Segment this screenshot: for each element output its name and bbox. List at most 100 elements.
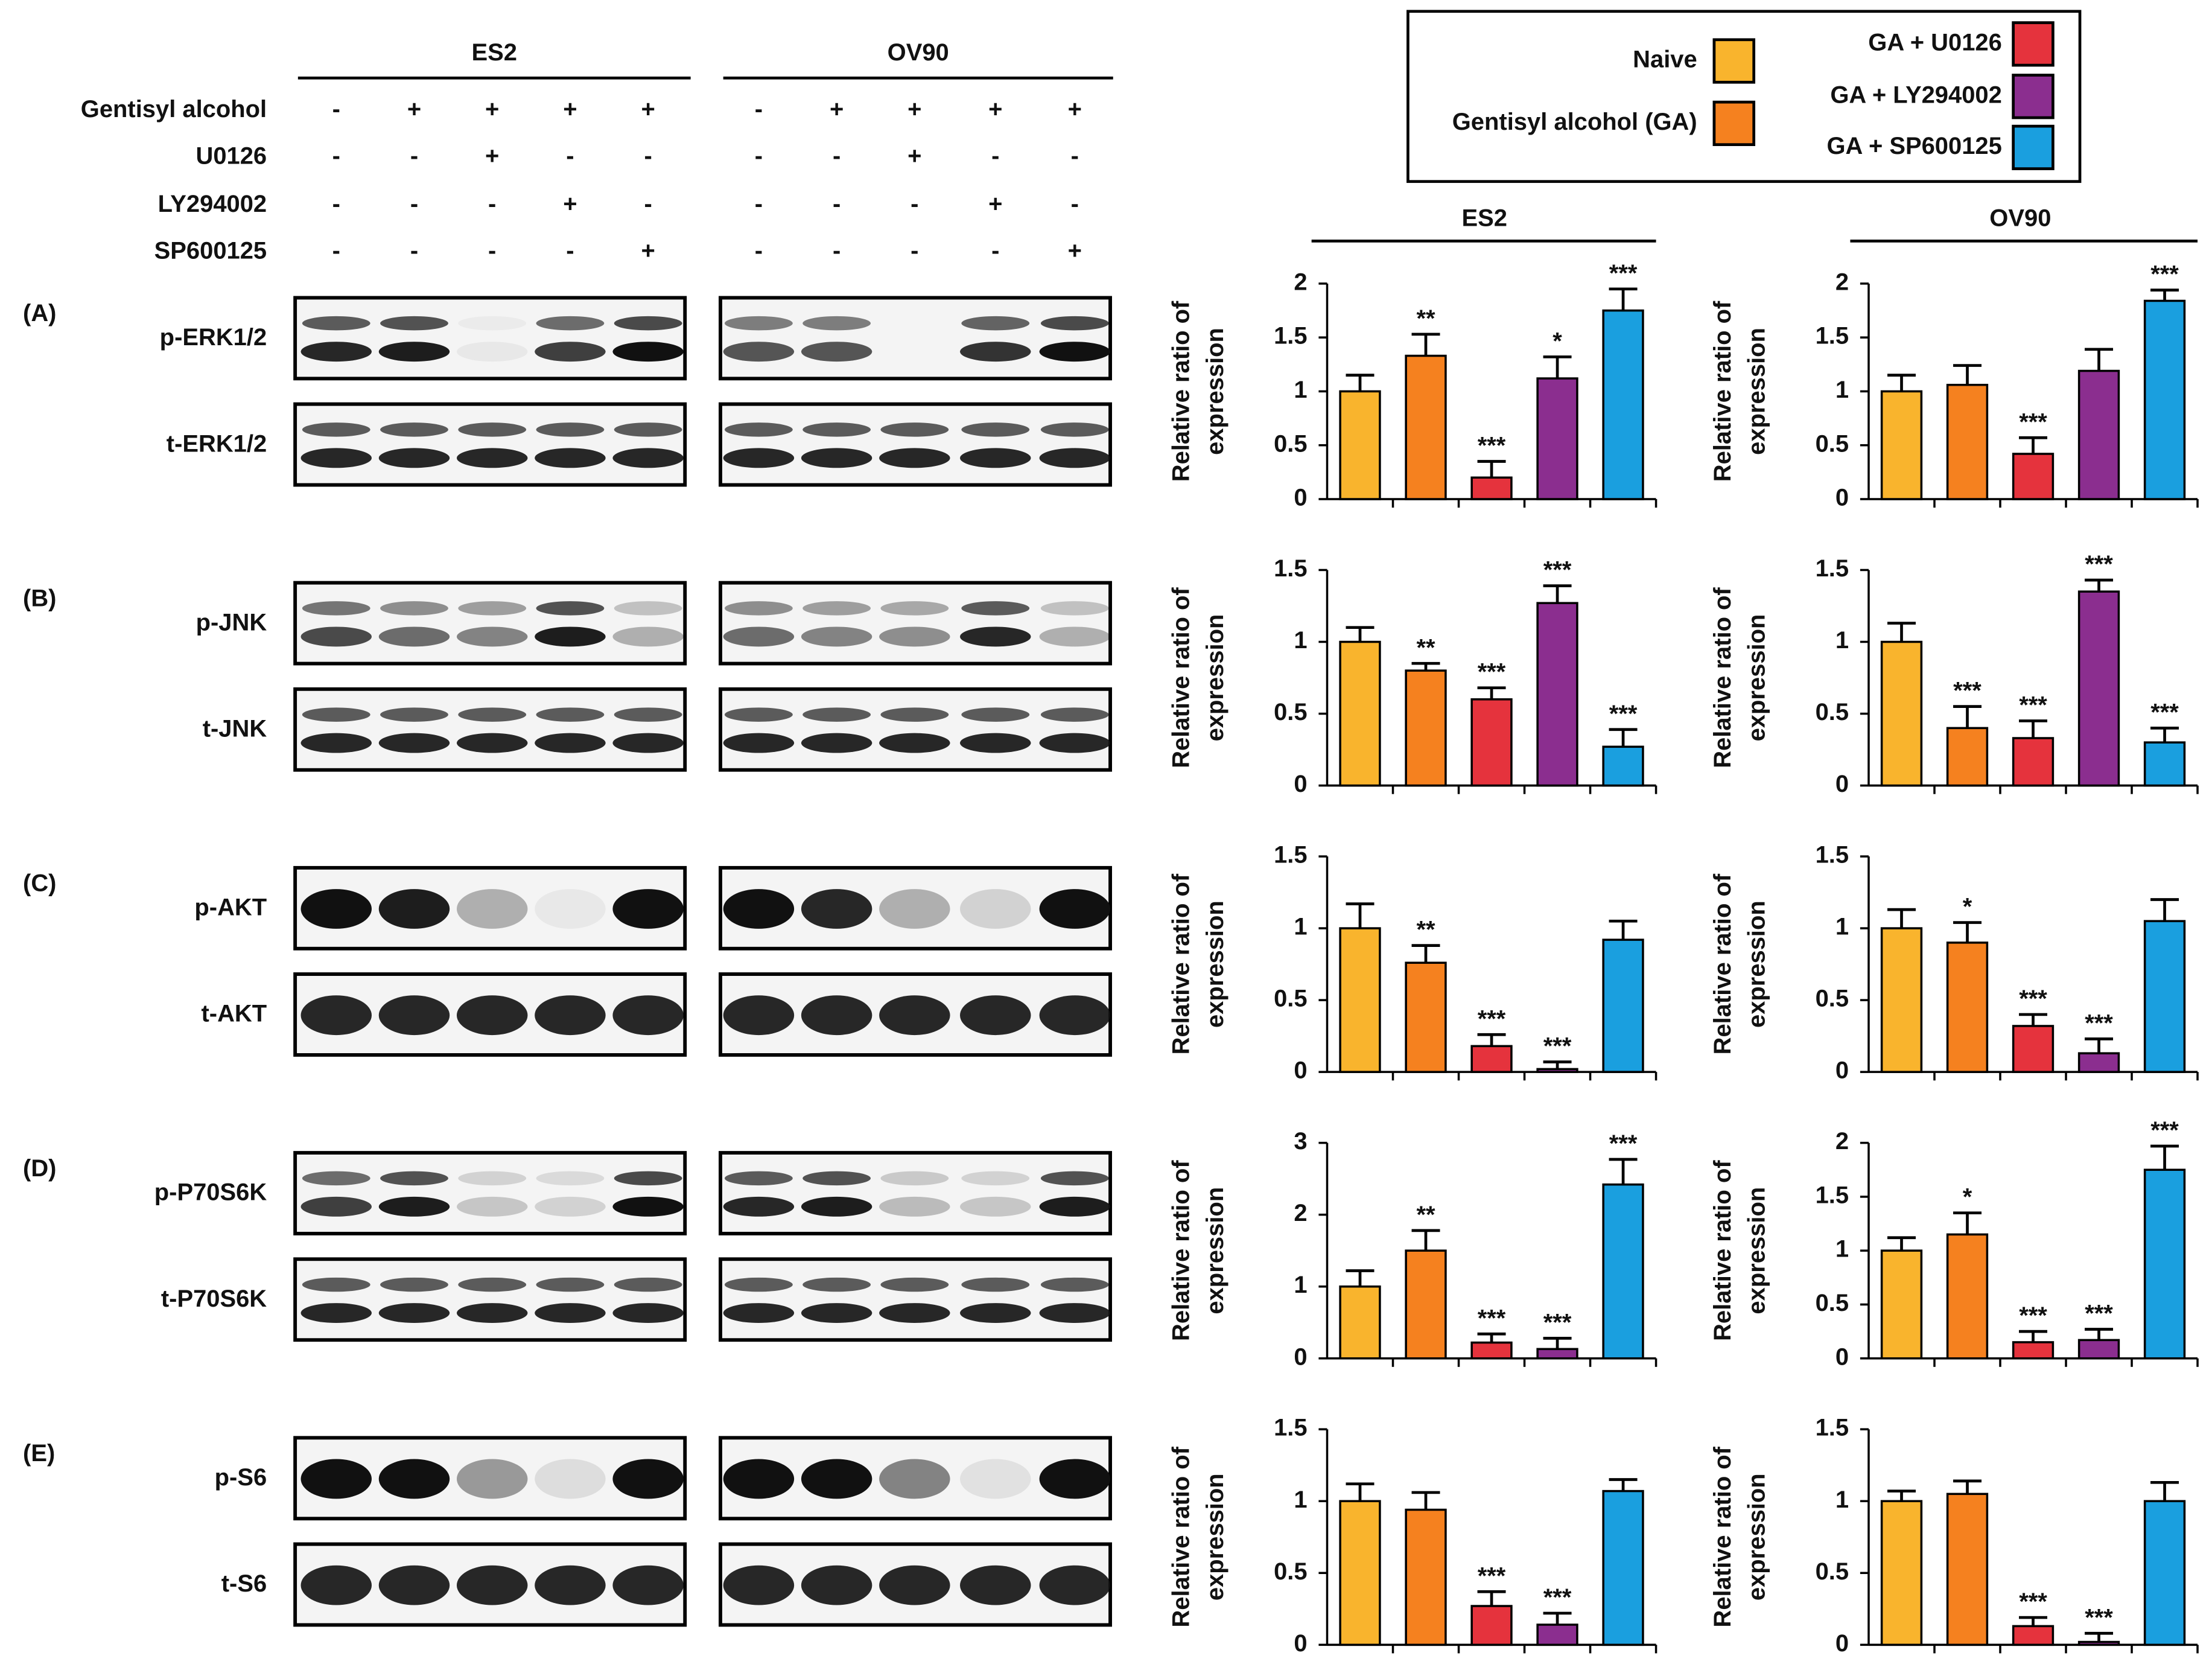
bar [1536,1623,1578,1646]
treatment-sign: - [1071,191,1079,217]
treatment-sign: - [566,142,574,169]
y-axis-label: expression [1743,614,1770,742]
blot-frame [719,296,1112,381]
blot-band [879,1303,950,1323]
bar [1470,1341,1513,1360]
blot-band [725,1171,793,1186]
treatment-sign: + [988,96,1002,123]
blot-label: t-P70S6K [161,1286,267,1312]
blot-band [535,889,606,929]
blot-band [458,316,526,330]
treatment-sign: + [988,191,1002,217]
significance-label: *** [2085,1010,2113,1036]
blot-band [879,626,950,647]
blot-label: t-JNK [203,715,267,742]
bar [2077,590,2120,787]
y-tick-label: 1.5 [1816,1182,1849,1208]
treatment-sign: + [830,96,844,123]
blot-label: t-ERK1/2 [167,430,267,457]
y-axis-label: Relative ratio of [1709,587,1736,768]
bar [1946,942,1989,1073]
blot-label: t-AKT [202,1001,267,1027]
blot-band [960,1565,1031,1605]
blot-band [801,342,872,362]
blot-band [535,1303,606,1323]
treatment-sign: - [755,238,763,264]
blot-band [801,1303,872,1323]
treatment-sign: - [410,142,418,169]
significance-label: *** [1543,1584,1572,1611]
bar [1470,1045,1513,1073]
treatment-label: Gentisyl alcohol [81,96,267,123]
treatment-sign: - [833,191,841,217]
blot-band [1039,995,1111,1036]
y-tick-label: 1 [1294,627,1307,654]
significance-label: *** [2150,1117,2179,1144]
y-tick-label: 1.5 [1816,323,1849,349]
treatment-sign: - [488,238,496,264]
blot-label: p-JNK [196,609,267,636]
blot-band [723,1196,795,1217]
blot-band [456,1196,528,1217]
blot-band [1039,626,1111,647]
bar [1946,383,1989,500]
chart-column-header: ES2 [1462,205,1507,232]
y-tick-label: 1 [1294,1272,1307,1298]
bar [1339,927,1381,1073]
panel-label: (C) [23,870,56,897]
y-axis-label: Relative ratio of [1168,587,1194,768]
blot-band [960,733,1031,753]
bar [2143,920,2186,1073]
blot-band [723,342,795,362]
significance-label: ** [1416,1202,1435,1228]
significance-label: *** [2019,692,2047,718]
blot-band [1040,1171,1109,1186]
blot-band [612,995,684,1036]
significance-label: *** [1609,1130,1638,1157]
blot-band [536,1171,605,1186]
blot-band [612,889,684,929]
blot-band [1039,733,1111,753]
blot-label: p-AKT [194,894,267,921]
significance-label: *** [2085,551,2113,578]
blot-band [458,1171,527,1186]
blot-band [961,601,1030,616]
blot-band [378,1303,450,1323]
y-axis-label: Relative ratio of [1709,1160,1736,1341]
y-tick-label: 0 [1835,1630,1849,1657]
bar [1405,1508,1447,1646]
blot-band [1040,601,1109,616]
blot-band [612,626,684,647]
treatment-sign: - [566,238,574,264]
blot-label: p-ERK1/2 [160,324,267,351]
treatment-sign: + [485,96,499,123]
bar [2077,1052,2120,1073]
blot-band [380,316,448,331]
blot-band [378,626,450,647]
bar [2012,1625,2055,1646]
treatment-sign: - [991,142,999,169]
bar [1470,476,1513,500]
significance-label: ** [1416,634,1435,661]
bar [2012,1341,2055,1360]
bar [1880,390,1923,500]
blot-frame [293,1257,687,1342]
y-axis-label: Relative ratio of [1168,873,1194,1054]
y-tick-label: 0 [1835,1057,1849,1084]
bar [1880,927,1923,1073]
y-axis-label: expression [1743,328,1770,455]
blot-band [801,448,872,468]
significance-label: *** [1478,433,1506,459]
treatment-sign: - [1071,142,1079,169]
significance-label: * [1963,894,1972,920]
bar [2143,299,2186,500]
bar [1470,1605,1513,1646]
significance-label: *** [1478,1005,1506,1032]
y-tick-label: 1 [1835,1236,1849,1263]
blot-frame [719,1257,1112,1342]
y-tick-label: 0 [1835,485,1849,511]
blot-frame [293,1151,687,1235]
blot-frame [719,1151,1112,1235]
y-tick-label: 1.5 [1274,555,1308,582]
